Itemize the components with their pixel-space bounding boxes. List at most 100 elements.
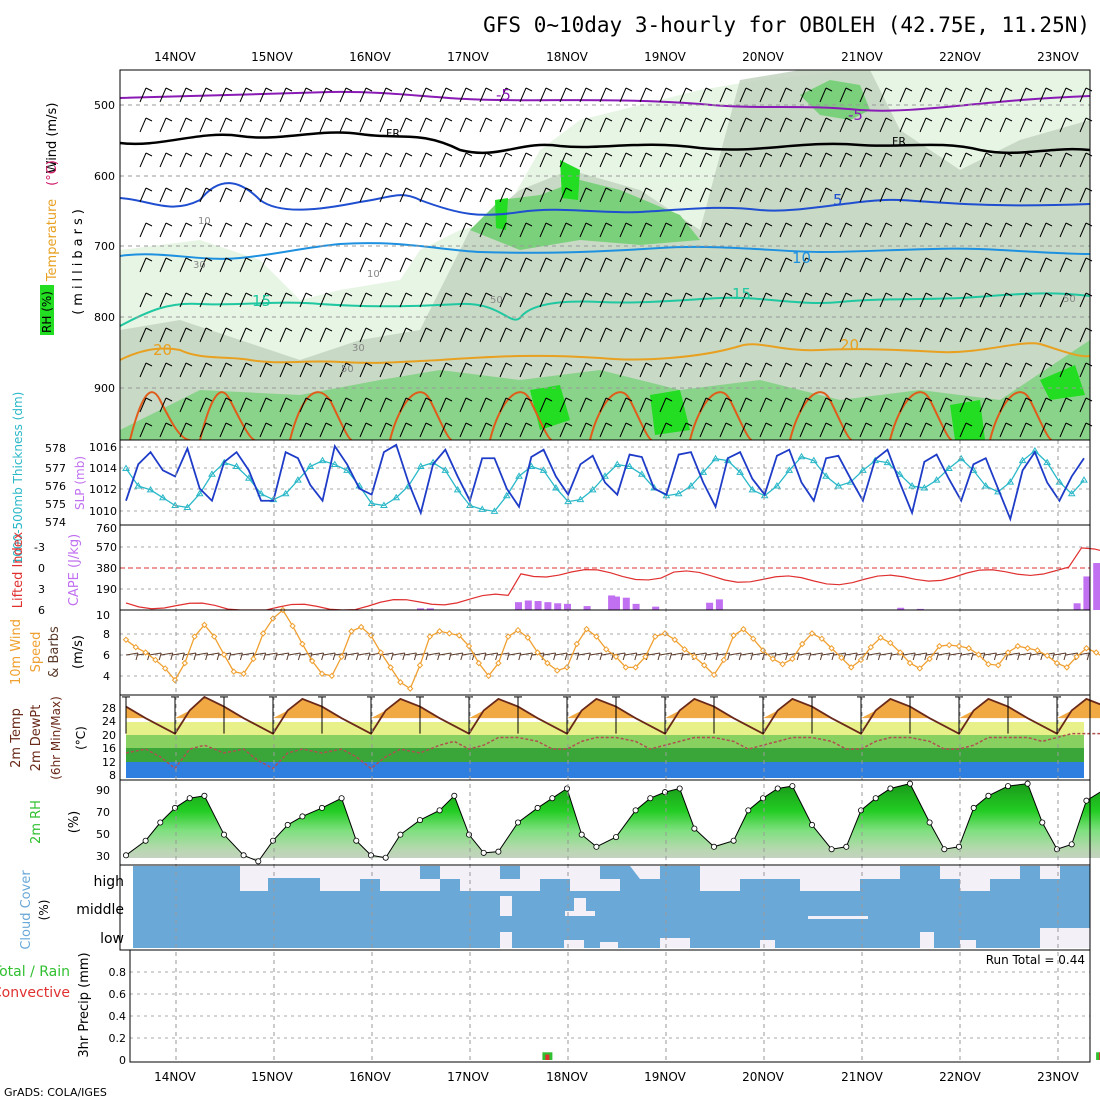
surface-barb-flag bbox=[715, 652, 719, 661]
upper-barb-flag bbox=[585, 292, 593, 297]
surface-barb-flag bbox=[1028, 652, 1032, 661]
rh-point bbox=[730, 837, 737, 844]
upper-barb bbox=[1019, 327, 1027, 343]
contour-label: -5 bbox=[496, 86, 511, 104]
wind-speed-point bbox=[1034, 647, 1041, 654]
surface-barb-flag bbox=[228, 652, 232, 661]
thickness-point bbox=[736, 468, 744, 475]
upper-barb bbox=[539, 187, 547, 203]
upper-barb-flag bbox=[145, 117, 153, 122]
surface-barb bbox=[497, 652, 510, 656]
wind-speed-point bbox=[896, 649, 904, 656]
wind-speed-point bbox=[328, 672, 336, 680]
upper-barb bbox=[959, 292, 967, 308]
upper-barb bbox=[799, 152, 807, 168]
upper-barb bbox=[479, 362, 487, 378]
surface-barb bbox=[694, 652, 707, 656]
minmax-bars bbox=[122, 696, 1061, 734]
upper-barb bbox=[819, 87, 827, 103]
upper-barb-flag bbox=[945, 187, 953, 192]
upper-barb-flag bbox=[705, 117, 713, 122]
upper-barb-flag bbox=[165, 87, 173, 92]
bottom-date-label: 23NOV bbox=[1037, 1070, 1079, 1084]
upper-barb-flag bbox=[905, 257, 913, 262]
upper-barb bbox=[299, 257, 307, 273]
upper-barb bbox=[279, 397, 287, 413]
upper-barb bbox=[779, 292, 787, 308]
upper-barb-flag bbox=[885, 257, 893, 262]
surface-barb-flag bbox=[924, 652, 928, 661]
upper-barb-flag bbox=[225, 187, 233, 192]
surface-barb bbox=[949, 652, 962, 656]
upper-barb-flag bbox=[745, 397, 753, 402]
rh-point bbox=[338, 795, 345, 802]
upper-barb-flag bbox=[165, 362, 173, 367]
upper-barb-flag bbox=[925, 327, 933, 332]
upper-barb-flag bbox=[445, 397, 453, 402]
cape-tick: 190 bbox=[96, 583, 117, 596]
upper-barb bbox=[639, 152, 647, 168]
upper-barb-flag bbox=[1085, 397, 1093, 402]
upper-barb-flag bbox=[585, 397, 593, 402]
upper-barb bbox=[259, 422, 267, 438]
upper-barb-flag bbox=[1025, 292, 1033, 297]
upper-barb-flag bbox=[365, 422, 373, 427]
upper-barb-flag bbox=[665, 152, 673, 157]
slp-tick: 1014 bbox=[89, 462, 117, 475]
upper-barb-flag bbox=[785, 397, 793, 402]
rh-point bbox=[240, 852, 247, 859]
upper-barb bbox=[819, 362, 827, 378]
upper-barb bbox=[559, 152, 567, 168]
chart-title: GFS 0~10day 3-hourly for OBOLEH (42.75E,… bbox=[483, 13, 1090, 37]
upper-barb-flag bbox=[585, 117, 593, 122]
pressure-ticks: 500 600 700 800 900 bbox=[94, 99, 115, 395]
upper-barb-flag bbox=[825, 327, 833, 332]
upper-barb bbox=[239, 187, 247, 203]
upper-barb bbox=[779, 152, 787, 168]
upper-barb-flag bbox=[585, 327, 593, 332]
wind-speed-point bbox=[142, 649, 149, 656]
surface-barb-flag bbox=[622, 652, 626, 661]
upper-barb bbox=[779, 327, 787, 343]
upper-barb bbox=[439, 187, 447, 203]
surface-barb-flag bbox=[367, 652, 371, 661]
upper-barb bbox=[439, 257, 447, 273]
upper-barb bbox=[279, 257, 287, 273]
upper-barb bbox=[339, 422, 347, 438]
upper-barb bbox=[399, 117, 407, 133]
wind-speed-point bbox=[397, 679, 404, 686]
upper-barb bbox=[159, 257, 167, 273]
rh-point bbox=[201, 792, 208, 799]
upper-barb bbox=[559, 187, 567, 203]
slp-tick: 1016 bbox=[89, 441, 117, 454]
upper-barb-flag bbox=[205, 362, 213, 367]
rh-point bbox=[858, 807, 865, 814]
upper-barb bbox=[359, 117, 367, 133]
upper-barb-flag bbox=[885, 187, 893, 192]
upper-barb bbox=[159, 152, 167, 168]
upper-barb-flag bbox=[845, 152, 853, 157]
upper-barb bbox=[419, 222, 427, 238]
temp-ticks: 28 24 20 16 12 8 bbox=[102, 702, 116, 782]
upper-barb-flag bbox=[145, 422, 153, 427]
rh-ticks: 90 70 50 30 bbox=[96, 784, 110, 863]
upper-barb bbox=[499, 422, 507, 438]
rh-point bbox=[593, 843, 600, 850]
upper-barb bbox=[999, 87, 1007, 103]
upper-barb-flag bbox=[585, 257, 593, 262]
thickness-point bbox=[318, 456, 327, 464]
upper-barb-flag bbox=[445, 292, 453, 297]
rh-point bbox=[745, 807, 752, 814]
upper-barb-flag bbox=[825, 397, 833, 402]
rh-point bbox=[956, 843, 963, 850]
upper-barb-flag bbox=[925, 422, 933, 427]
surface-barb-flag bbox=[321, 652, 325, 661]
upper-barb bbox=[179, 292, 187, 308]
surface-barb bbox=[1019, 652, 1032, 656]
rh-point bbox=[711, 843, 718, 850]
thickness-point bbox=[134, 482, 143, 489]
upper-barb-flag bbox=[525, 292, 533, 297]
upper-barb bbox=[439, 397, 447, 413]
upper-barb bbox=[1059, 117, 1067, 133]
